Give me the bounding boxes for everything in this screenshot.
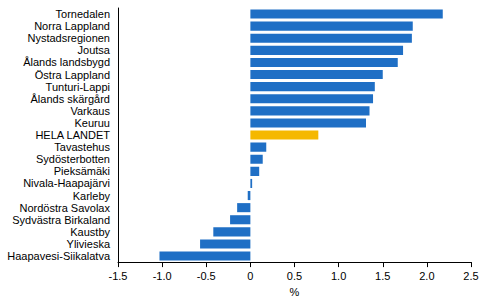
svg-text:Nordöstra Savolax: Nordöstra Savolax <box>20 202 111 214</box>
svg-text:Varkaus: Varkaus <box>70 105 110 117</box>
svg-text:HELA LANDET: HELA LANDET <box>35 129 110 141</box>
svg-text:2.5: 2.5 <box>463 270 478 282</box>
svg-text:Sydösterbotten: Sydösterbotten <box>36 153 110 165</box>
svg-text:Ålands landsbygd: Ålands landsbygd <box>23 56 110 68</box>
svg-text:1.0: 1.0 <box>331 270 346 282</box>
svg-text:Ylivieska: Ylivieska <box>67 238 111 250</box>
svg-text:Nivala-Haapajärvi: Nivala-Haapajärvi <box>23 177 110 189</box>
svg-text:Tunturi-Lappi: Tunturi-Lappi <box>46 81 110 93</box>
svg-text:-1.0: -1.0 <box>153 270 172 282</box>
svg-text:0.5: 0.5 <box>287 270 302 282</box>
svg-text:Pieksämäki: Pieksämäki <box>54 165 110 177</box>
svg-text:%: % <box>290 286 300 298</box>
svg-text:Joutsa: Joutsa <box>78 44 111 56</box>
svg-text:Östra Lappland: Östra Lappland <box>35 69 110 81</box>
svg-text:Kaustby: Kaustby <box>70 226 110 238</box>
svg-text:Tavastehus: Tavastehus <box>54 141 110 153</box>
svg-text:Sydvästra Birkaland: Sydvästra Birkaland <box>12 214 110 226</box>
svg-text:Ålands skärgård: Ålands skärgård <box>31 93 111 105</box>
svg-text:2.0: 2.0 <box>419 270 434 282</box>
svg-text:Karleby: Karleby <box>73 190 111 202</box>
svg-text:Norra Lappland: Norra Lappland <box>34 20 110 32</box>
svg-text:-1.5: -1.5 <box>109 270 128 282</box>
svg-text:Tornedalen: Tornedalen <box>56 8 110 20</box>
svg-text:-0.5: -0.5 <box>197 270 216 282</box>
svg-text:Keuruu: Keuruu <box>75 117 110 129</box>
svg-text:Haapavesi-Siikalatva: Haapavesi-Siikalatva <box>7 250 111 262</box>
svg-text:0: 0 <box>247 270 253 282</box>
svg-text:Nystadsregionen: Nystadsregionen <box>27 32 110 44</box>
svg-text:1.5: 1.5 <box>375 270 390 282</box>
